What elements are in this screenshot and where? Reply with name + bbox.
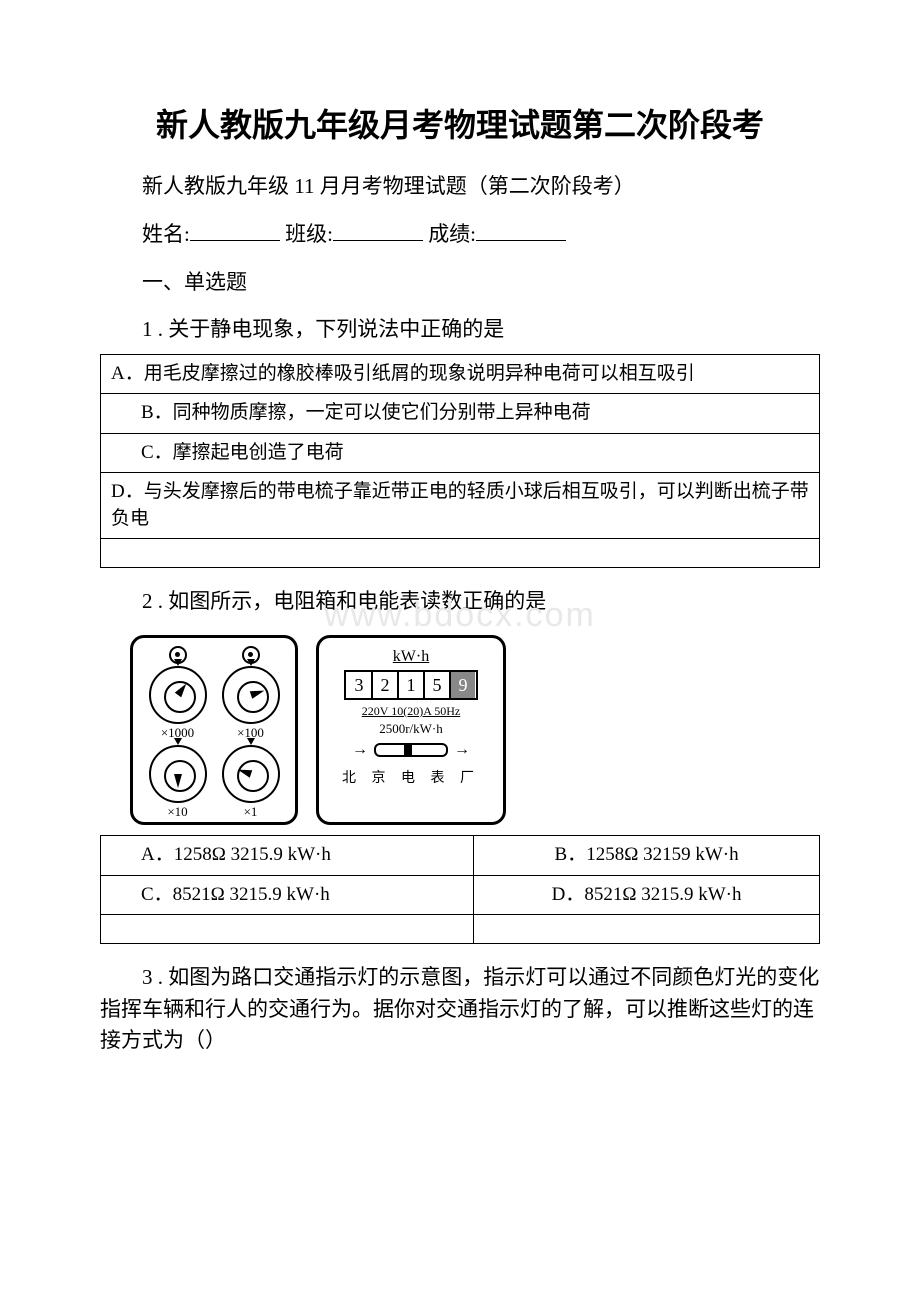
dial-x1000 [149, 666, 207, 724]
dial-x100 [222, 666, 280, 724]
resistance-box-figure: ×1000 ×100 [130, 635, 298, 825]
meter-rating: 220V 10(20)A 50Hz [329, 704, 493, 719]
dial-label-x10: ×10 [149, 804, 207, 820]
name-blank[interactable] [190, 219, 280, 241]
class-label: 班级: [285, 222, 333, 246]
digit-2: 2 [373, 672, 399, 698]
q1-option-b[interactable]: B．同种物质摩擦，一定可以使它们分别带上异种电荷 [101, 394, 820, 434]
meter-disk-icon [374, 743, 448, 757]
meter-rate: 2500r/kW·h [329, 721, 493, 737]
section-1-heading: 一、单选题 [100, 266, 820, 296]
q2-options-table: A．1258Ω 3215.9 kW·h B．1258Ω 32159 kW·h C… [100, 835, 820, 944]
score-blank[interactable] [476, 219, 566, 241]
q1-option-d[interactable]: D．与头发摩擦后的带电梳子靠近带正电的轻质小球后相互吸引，可以判断出梳子带负电 [101, 473, 820, 539]
page-title: 新人教版九年级月考物理试题第二次阶段考 [100, 100, 820, 146]
q3-stem: 3 . 如图为路口交通指示灯的示意图，指示灯可以通过不同颜色灯光的变化指挥车辆和… [100, 962, 820, 1057]
digit-1: 3 [347, 672, 373, 698]
meter-unit: kW·h [329, 648, 493, 666]
q2-option-d[interactable]: D．8521Ω 3215.9 kW·h [474, 875, 820, 915]
meter-digits: 3 2 1 5 9 [344, 670, 478, 700]
name-label: 姓名: [142, 222, 190, 246]
meter-disk-row: → → [329, 741, 493, 759]
arrow-left-icon: → [352, 741, 368, 759]
q1-stem: 1 . 关于静电现象，下列说法中正确的是 [100, 314, 820, 346]
dial-label-x1: ×1 [222, 804, 280, 820]
q2-empty-cell-2 [474, 915, 820, 944]
q2-option-a[interactable]: A．1258Ω 3215.9 kW·h [101, 835, 474, 875]
digit-4: 5 [425, 672, 451, 698]
arrow-right-icon: → [454, 741, 470, 759]
subtitle: 新人教版九年级 11 月月考物理试题（第二次阶段考） [100, 170, 820, 200]
q2-empty-cell-1 [101, 915, 474, 944]
q2-figure-row: ×1000 ×100 [130, 635, 820, 825]
meter-factory: 北 京 电 表 厂 [329, 767, 493, 787]
q2-stem: 2 . 如图所示，电阻箱和电能表读数正确的是 [100, 586, 820, 618]
q1-option-c[interactable]: C．摩擦起电创造了电荷 [101, 433, 820, 473]
energy-meter-figure: kW·h 3 2 1 5 9 220V 10(20)A 50Hz 2500r/k… [316, 635, 506, 825]
q1-empty-row [101, 539, 820, 568]
student-info-line: 姓名: 班级: 成绩: [100, 218, 820, 248]
digit-3: 1 [399, 672, 425, 698]
class-blank[interactable] [333, 219, 423, 241]
q2-option-c[interactable]: C．8521Ω 3215.9 kW·h [101, 875, 474, 915]
digit-5: 9 [451, 672, 475, 698]
score-label: 成绩: [428, 222, 476, 246]
q1-options-table: A．用毛皮摩擦过的橡胶棒吸引纸屑的现象说明异种电荷可以相互吸引 B．同种物质摩擦… [100, 354, 820, 569]
dial-x10 [149, 745, 207, 803]
q2-option-b[interactable]: B．1258Ω 32159 kW·h [474, 835, 820, 875]
dial-x1 [222, 745, 280, 803]
q1-option-a[interactable]: A．用毛皮摩擦过的橡胶棒吸引纸屑的现象说明异种电荷可以相互吸引 [101, 354, 820, 394]
